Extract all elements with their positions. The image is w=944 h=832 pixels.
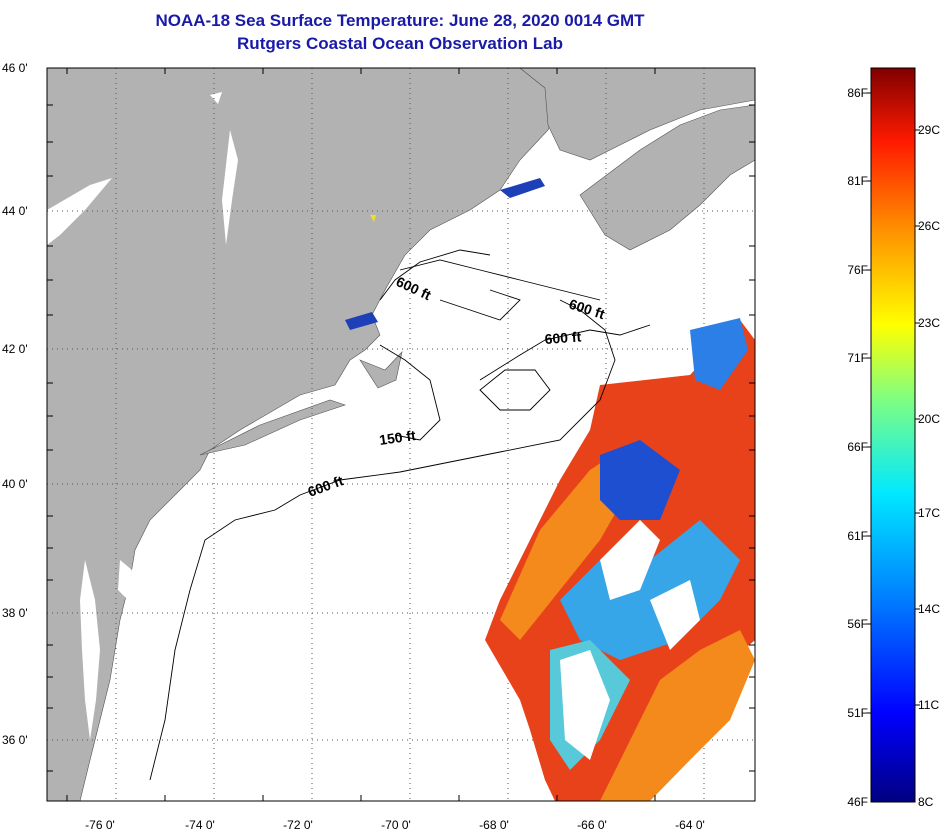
sst-spot: [500, 178, 545, 198]
chesapeake-bay: [80, 560, 100, 740]
cloud-mask: [560, 650, 610, 760]
colorbar-label-f: 56F: [847, 617, 868, 631]
land-cape-cod: [359, 351, 403, 389]
contour-label: 150 ft: [378, 427, 417, 448]
map-subtitle: Rutgers Coastal Ocean Observation Lab: [237, 34, 563, 53]
map-frame: [46, 67, 756, 802]
colorbar-label-c: 29C: [918, 123, 941, 137]
sst-spot: [345, 312, 378, 330]
latitude-label: 38 0': [2, 606, 28, 620]
lake: [47, 178, 112, 245]
cloud-mask: [600, 520, 660, 600]
map-title: NOAA-18 Sea Surface Temperature: June 28…: [155, 11, 645, 30]
contour-label: 600 ft: [544, 328, 582, 347]
latitude-label: 42 0': [2, 342, 28, 356]
longitude-label: -68 0': [479, 818, 509, 832]
sst-patch-cool: [690, 318, 748, 390]
land-nova-scotia: [579, 104, 755, 251]
land-new-brunswick: [519, 68, 755, 161]
colorbar-ticks: [866, 92, 920, 714]
sst-spot: [370, 215, 376, 222]
colorbar-label-f: 71F: [847, 351, 868, 365]
colorbar-label-f: 76F: [847, 263, 868, 277]
colorbar-label-c: 26C: [918, 219, 941, 233]
temperature-colorbar: [870, 67, 916, 803]
colorbar-label-c: 17C: [918, 506, 941, 520]
cloud-mask: [650, 580, 700, 650]
colorbar-label-f: 61F: [847, 529, 868, 543]
longitude-label: -74 0': [185, 818, 215, 832]
colorbar-label-c: 14C: [918, 602, 941, 616]
longitude-label: -76 0': [85, 818, 115, 832]
colorbar-label-c: 8C: [918, 795, 934, 809]
latitude-label: 44 0': [2, 204, 28, 218]
axis-ticks: [47, 68, 755, 801]
land-us-mainland: [47, 68, 561, 801]
colorbar-label-f: 66F: [847, 440, 868, 454]
colorbar-label-f: 86F: [847, 86, 868, 100]
colorbar-label-f: 81F: [847, 174, 868, 188]
longitude-label: -72 0': [283, 818, 313, 832]
latitude-label: 46 0': [2, 61, 28, 75]
longitude-label: -70 0': [381, 818, 411, 832]
sst-patch-cool: [600, 440, 680, 520]
longitude-label: -66 0': [577, 818, 607, 832]
colorbar-label-f: 51F: [847, 706, 868, 720]
colorbar-label-c: 20C: [918, 412, 941, 426]
bathymetry-contours: [149, 249, 651, 781]
longitude-label: -64 0': [675, 818, 705, 832]
latitude-label: 40 0': [2, 477, 28, 491]
colorbar-label-c: 23C: [918, 316, 941, 330]
lake-champlain: [222, 130, 238, 245]
colorbar-label-c: 11C: [918, 698, 940, 712]
sst-patch-orange: [600, 630, 755, 801]
land-long-island: [199, 399, 346, 456]
latitude-label: 36 0': [2, 733, 28, 747]
colorbar-label-f: 46F: [847, 795, 868, 809]
delaware-bay: [118, 560, 132, 600]
lake: [210, 92, 222, 104]
